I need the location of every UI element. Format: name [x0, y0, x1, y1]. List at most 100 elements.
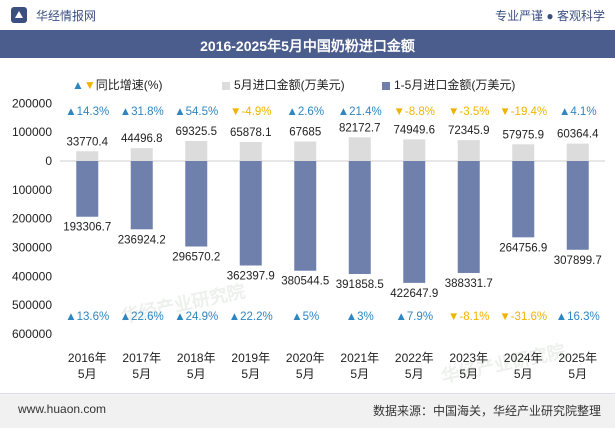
- x-tick-label-year: 2017年: [122, 351, 161, 365]
- cumulative-growth-value: -8.1%: [459, 311, 489, 323]
- monthly-value-label: 44496.8: [121, 133, 163, 145]
- up-triangle-icon: ▲: [556, 311, 567, 323]
- x-tick-label-month: 5月: [187, 367, 206, 381]
- cumulative-value-label: 388331.7: [445, 278, 493, 290]
- monthly-value-label: 69325.5: [175, 126, 217, 138]
- monthly-bar: [512, 144, 535, 161]
- cumulative-growth-value: 22.2%: [240, 311, 273, 323]
- cumulative-bar: [76, 161, 99, 217]
- cumulative-growth-label: ▲5%: [291, 311, 319, 323]
- monthly-bar: [457, 140, 480, 161]
- monthly-growth-value: -8.8%: [405, 106, 435, 118]
- up-triangle-icon: ▲: [559, 106, 570, 118]
- cumulative-value-label: 296570.2: [172, 252, 220, 264]
- monthly-bar: [403, 139, 426, 161]
- monthly-growth-label: ▼-3.5%: [448, 106, 489, 118]
- monthly-value-label: 82172.7: [339, 122, 381, 134]
- up-triangle-icon: ▲: [120, 106, 131, 118]
- chart-area: 200000 100000 0 100000 200000 300000 400000 500…: [12, 96, 605, 381]
- down-triangle-icon: ▼: [448, 311, 459, 323]
- cumulative-bar: [403, 161, 426, 283]
- monthly-value-label: 74949.6: [393, 124, 435, 136]
- up-triangle-icon: ▲: [174, 311, 185, 323]
- up-triangle-icon: ▲: [65, 311, 76, 323]
- monthly-bar: [185, 141, 208, 161]
- cumulative-bar: [130, 161, 153, 230]
- down-triangle-icon: ▼: [499, 106, 510, 118]
- footer-bar: [0, 393, 615, 428]
- down-triangle-icon: ▼: [83, 78, 96, 92]
- monthly-bar: [566, 143, 589, 161]
- monthly-bar: [348, 137, 371, 161]
- legend-monthly-swatch: [222, 81, 230, 90]
- cumulative-growth-value: 24.9%: [186, 311, 219, 323]
- monthly-growth-label: ▼-19.4%: [499, 106, 547, 118]
- monthly-growth-label: ▲2.6%: [286, 106, 324, 118]
- monthly-growth-label: ▼-4.9%: [230, 106, 271, 118]
- title-bar: [0, 30, 615, 58]
- up-triangle-icon: ▲: [291, 311, 302, 323]
- cumulative-value-label: 380544.5: [281, 276, 329, 288]
- x-tick-label-year: 2021年: [340, 351, 379, 365]
- monthly-growth-value: 14.3%: [77, 106, 110, 118]
- monthly-value-label: 57975.9: [502, 129, 544, 141]
- monthly-growth-label: ▲4.1%: [559, 106, 597, 118]
- monthly-value-label: 65878.1: [230, 127, 272, 139]
- monthly-value-label: 33770.4: [66, 136, 108, 148]
- y-tick-label: 0: [45, 154, 52, 168]
- cumulative-growth-value: 13.6%: [77, 311, 110, 323]
- up-triangle-icon: ▲: [72, 78, 84, 92]
- cumulative-bar: [239, 161, 262, 266]
- monthly-growth-value: 21.4%: [349, 106, 382, 118]
- cumulative-bar: [185, 161, 208, 247]
- x-tick-label-year: 2023年: [449, 351, 488, 365]
- huajing-logo-icon: [11, 7, 27, 23]
- cumulative-bar: [566, 161, 589, 250]
- cumulative-growth-label: ▼-31.6%: [499, 311, 547, 323]
- monthly-growth-label: ▼-8.8%: [394, 106, 435, 118]
- monthly-bar: [294, 141, 317, 161]
- x-tick-label-month: 5月: [459, 367, 478, 381]
- up-triangle-icon: ▲: [174, 106, 185, 118]
- y-tick-label: 200000: [12, 96, 52, 110]
- up-triangle-icon: ▲: [120, 311, 131, 323]
- cumulative-value-label: 362397.9: [227, 270, 275, 282]
- x-tick-label-month: 5月: [78, 367, 97, 381]
- monthly-growth-label: ▲14.3%: [65, 106, 109, 118]
- y-tick-label: 100000: [12, 183, 52, 197]
- up-triangle-icon: ▲: [65, 106, 76, 118]
- monthly-value-label: 72345.9: [448, 125, 490, 137]
- cumulative-value-label: 264756.9: [499, 242, 547, 254]
- cumulative-growth-value: 3%: [357, 311, 374, 323]
- monthly-growth-value: -4.9%: [241, 106, 271, 118]
- cumulative-growth-label: ▼-8.1%: [448, 311, 489, 323]
- legend-monthly-label: 5月进口金额(万美元): [234, 78, 345, 92]
- x-tick-label-month: 5月: [241, 367, 260, 381]
- legend-cumulative-label: 1-5月进口金额(万美元): [394, 78, 516, 92]
- cumulative-value-label: 193306.7: [63, 222, 111, 234]
- footer-source: 数据来源：中国海关，华经产业研究院整理: [372, 404, 601, 418]
- monthly-bar: [130, 148, 153, 161]
- x-tick-label-year: 2016年: [68, 351, 107, 365]
- down-triangle-icon: ▼: [394, 106, 405, 118]
- y-tick-label: 400000: [12, 269, 52, 283]
- x-tick-label-year: 2020年: [286, 351, 325, 365]
- footer-website: www.huaon.com: [18, 402, 107, 416]
- tagline: 专业严谨 ● 客观科学: [495, 9, 605, 23]
- monthly-growth-value: 4.1%: [570, 106, 596, 118]
- chart-title: 2016-2025年5月中国奶粉进口金额: [200, 38, 415, 54]
- legend-growth: ▲▼同比增速(%): [72, 76, 162, 93]
- monthly-growth-value: 2.6%: [298, 106, 324, 118]
- cumulative-bar: [348, 161, 371, 274]
- cumulative-growth-label: ▲22.2%: [229, 311, 273, 323]
- brand-name: 华经情报网: [36, 9, 97, 23]
- monthly-growth-value: 54.5%: [186, 106, 219, 118]
- cumulative-bar: [294, 161, 317, 271]
- cumulative-growth-label: ▲13.6%: [65, 311, 109, 323]
- x-tick-label-year: 2018年: [177, 351, 216, 365]
- x-tick-label-year: 2019年: [231, 351, 270, 365]
- cumulative-growth-value: 7.9%: [407, 311, 433, 323]
- cumulative-growth-label: ▲7.9%: [395, 311, 433, 323]
- x-tick-label-year: 2024年: [504, 351, 543, 365]
- down-triangle-icon: ▼: [448, 106, 459, 118]
